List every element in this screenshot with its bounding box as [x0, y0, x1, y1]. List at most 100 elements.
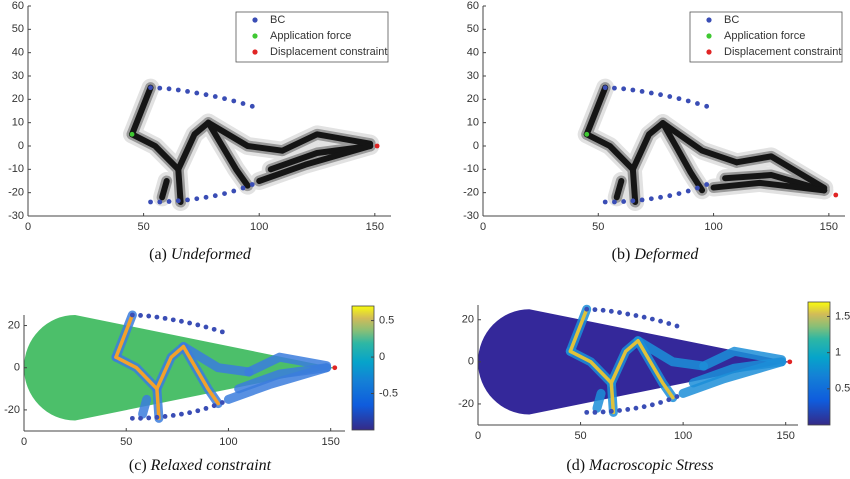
- y-tick-label: 10: [12, 117, 24, 129]
- point: [674, 323, 680, 329]
- caption-text: Deformed: [633, 246, 699, 263]
- point: [667, 94, 673, 99]
- point: [641, 404, 647, 410]
- member: [138, 394, 152, 419]
- point: [146, 313, 152, 319]
- point: [185, 89, 190, 94]
- legend-marker: [706, 33, 712, 39]
- point: [179, 411, 184, 417]
- point: [649, 316, 655, 322]
- point: [608, 408, 614, 414]
- member: [175, 166, 184, 205]
- point: [592, 307, 598, 313]
- point: [194, 90, 200, 96]
- legend-marker: [252, 33, 258, 39]
- y-tick-label: -10: [463, 163, 479, 175]
- point: [195, 322, 201, 328]
- panel: 0 50 100 150 -20 0 20 -0.5 0 0.5 (c) Relaxed const…: [4, 305, 398, 474]
- point: [185, 197, 190, 203]
- y-tick-label: -10: [8, 163, 24, 175]
- caption-text: Undeformed: [171, 246, 252, 263]
- point: [203, 406, 209, 411]
- point: [625, 311, 631, 317]
- member: [205, 119, 251, 189]
- point: [222, 191, 227, 197]
- y-tick-label: -20: [458, 398, 474, 410]
- point: [170, 412, 176, 418]
- member-core: [568, 349, 614, 385]
- point: [249, 103, 255, 109]
- point: [612, 85, 617, 91]
- legend-label: Displacement constraint: [724, 46, 841, 58]
- point: [138, 415, 143, 421]
- point: [175, 198, 181, 204]
- x-tick-label: 0: [480, 221, 486, 233]
- y-tick-label: 10: [467, 117, 479, 129]
- member-core: [568, 307, 589, 354]
- y-tick-label: 30: [12, 70, 24, 82]
- panel: 0 50 100 150 -30 -20 -10 0 10 20 30 40 50 60 BC Applica…: [8, 0, 391, 263]
- member: [629, 120, 666, 173]
- point: [666, 397, 672, 403]
- point: [162, 315, 168, 321]
- point: [592, 409, 598, 415]
- caption-text: Macroscopic Stress: [588, 457, 714, 474]
- x-tick-label: 0: [21, 436, 27, 448]
- member: [722, 172, 828, 194]
- colorbar-tick-label: 0.5: [835, 383, 850, 395]
- x-tick-label: 50: [120, 436, 132, 448]
- member: [256, 143, 374, 184]
- legend-label: Application force: [724, 30, 805, 42]
- point: [633, 405, 639, 411]
- point: [240, 185, 246, 191]
- member: [175, 119, 212, 173]
- member-core: [155, 387, 161, 421]
- y-tick-label: 0: [468, 356, 474, 368]
- legend-label: BC: [270, 14, 285, 26]
- point: [211, 403, 217, 409]
- x-tick-label: 150: [366, 221, 384, 233]
- point: [584, 409, 590, 415]
- colorbar: [807, 301, 831, 426]
- legend-marker: [252, 49, 258, 55]
- member-core: [155, 344, 186, 391]
- caption: (a) Undeformed: [149, 246, 252, 263]
- y-tick-label: 60: [467, 0, 479, 12]
- point: [666, 321, 672, 326]
- member: [710, 179, 828, 194]
- legend-label: Application force: [270, 30, 351, 42]
- point: [187, 320, 193, 326]
- legend-box: [689, 11, 843, 63]
- colorbar-tick-label: 0: [379, 351, 385, 363]
- point: [787, 359, 793, 365]
- member-core: [609, 381, 616, 415]
- member: [129, 84, 154, 138]
- point: [148, 199, 153, 205]
- point: [138, 313, 143, 318]
- point: [157, 199, 163, 205]
- point: [602, 199, 608, 205]
- y-tick-label: -20: [4, 404, 20, 416]
- x-tick-label: 100: [704, 221, 722, 233]
- y-tick-label: -30: [8, 210, 24, 222]
- point: [129, 312, 135, 318]
- colorbar-tick-label: -0.5: [379, 387, 398, 399]
- point: [600, 307, 606, 313]
- point: [648, 196, 654, 202]
- colorbar-tick-label: 1.5: [835, 310, 850, 322]
- member: [633, 336, 709, 371]
- x-tick-label: 150: [322, 436, 340, 448]
- point: [170, 317, 176, 323]
- member: [244, 352, 332, 377]
- point: [833, 192, 839, 198]
- point: [676, 191, 682, 197]
- caption-text: Relaxed constraint: [150, 457, 272, 474]
- member: [659, 120, 740, 166]
- y-tick-label: 20: [467, 93, 479, 105]
- point: [194, 196, 200, 202]
- point: [203, 92, 209, 98]
- y-tick-label: 60: [12, 0, 24, 12]
- point: [203, 194, 209, 200]
- y-tick-label: -20: [8, 187, 24, 199]
- point: [621, 86, 627, 92]
